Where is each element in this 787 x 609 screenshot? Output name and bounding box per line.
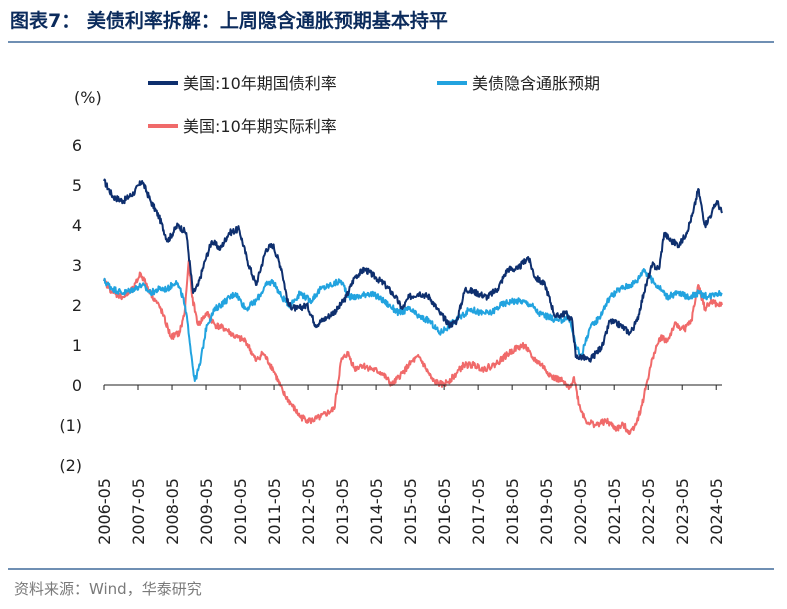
y-tick-label: 6	[72, 136, 82, 155]
x-tick-label: 2021-05	[605, 478, 624, 545]
x-tick-label: 2012-05	[299, 478, 318, 545]
y-tick-label: 4	[72, 216, 82, 235]
legend-label-treasury-10y: 美国:10年期国债利率	[183, 74, 337, 93]
x-tick-label: 2010-05	[231, 478, 250, 545]
series-lines	[103, 178, 723, 435]
series-line-2	[103, 260, 723, 435]
x-tick-label: 2023-05	[673, 478, 692, 545]
y-tick-label: (1)	[59, 416, 82, 435]
y-axis-ticks: 6 5 4 3 2 1 0 (1) (2)	[59, 136, 82, 475]
x-tick-label: 2013-05	[333, 478, 352, 545]
y-tick-label: (2)	[59, 456, 82, 475]
footer-divider	[8, 568, 774, 570]
x-tick-label: 2019-05	[537, 478, 556, 545]
x-tick-label: 2009-05	[197, 478, 216, 545]
y-tick-label: 5	[72, 176, 82, 195]
series-line-1	[103, 268, 723, 382]
x-tick-label: 2020-05	[571, 478, 590, 545]
x-tick-label: 2011-05	[265, 478, 284, 545]
y-tick-label: 1	[72, 336, 82, 355]
x-tick-label: 2016-05	[435, 478, 454, 545]
x-axis-ticks: 2006-05 2007-05 2008-05 2009-05 2010-05 2011-…	[95, 385, 726, 545]
source-note: 资料来源：Wind，华泰研究	[14, 580, 202, 598]
x-tick-label: 2015-05	[401, 478, 420, 545]
title-divider	[8, 41, 774, 43]
y-tick-label: 3	[72, 256, 82, 275]
y-tick-label: 0	[72, 376, 82, 395]
x-tick-label: 2008-05	[163, 478, 182, 545]
x-tick-label: 2017-05	[469, 478, 488, 545]
y-axis-unit-label: (%)	[74, 88, 102, 107]
y-tick-label: 2	[72, 296, 82, 315]
x-tick-label: 2024-05	[707, 478, 726, 545]
x-tick-label: 2007-05	[129, 478, 148, 545]
series-line-0	[103, 178, 723, 363]
legend-label-breakeven: 美债隐含通胀预期	[472, 74, 600, 93]
legend: 美国:10年期国债利率 美债隐含通胀预期 美国:10年期实际利率	[148, 74, 600, 136]
figure-title: 图表7： 美债利率拆解：上周隐含通胀预期基本持平	[10, 10, 448, 32]
x-tick-label: 2006-05	[95, 478, 114, 545]
x-tick-label: 2014-05	[367, 478, 386, 545]
x-tick-label: 2022-05	[639, 478, 658, 545]
legend-label-real-rate: 美国:10年期实际利率	[183, 117, 337, 136]
x-tick-label: 2018-05	[503, 478, 522, 545]
